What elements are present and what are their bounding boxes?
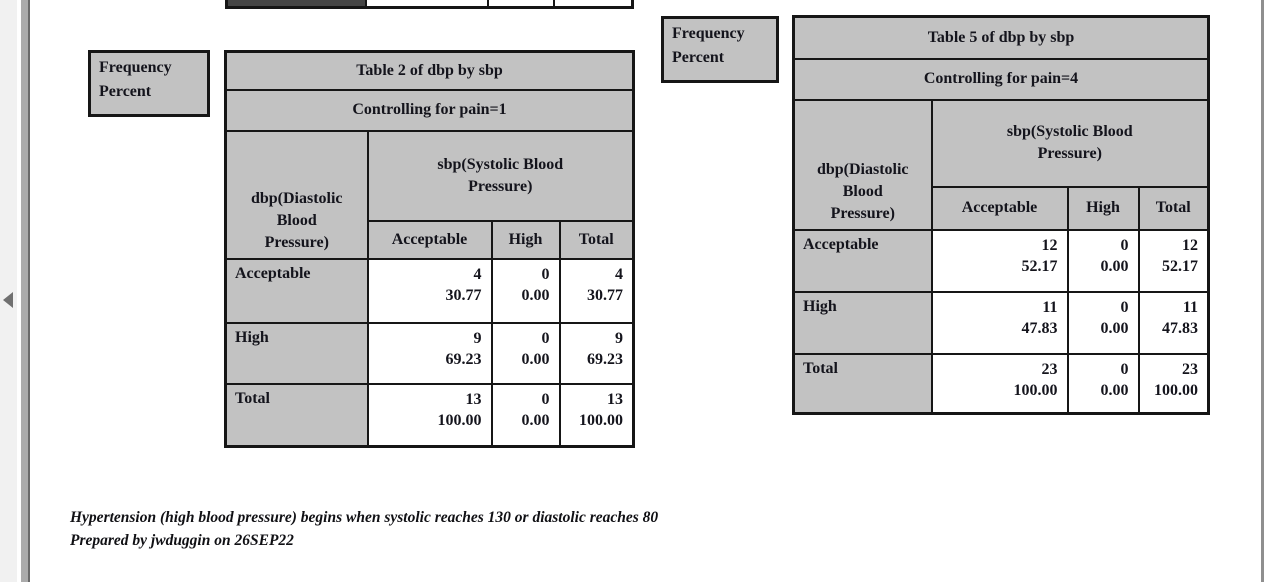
left-scroll-rail[interactable]: [0, 0, 17, 582]
table-row: High 11 47.83 0 0.00 11 47.83: [792, 290, 1210, 355]
scroll-left-icon[interactable]: [3, 292, 13, 308]
freq-percent-cell: 23 100.00: [930, 352, 1069, 415]
freq-percent-cell: 11 47.83: [1137, 290, 1210, 355]
crosstab-table-5: Table 5 of dbp by sbp Controlling for pa…: [792, 15, 1211, 415]
table-row: Acceptable 4 30.77 0 0.00 4 30.77: [224, 257, 635, 324]
table-row: High 9 69.23 0 0.00 9 69.23: [224, 321, 635, 385]
freq-percent-cell: 11 47.83: [930, 290, 1069, 355]
freq-percent-cell: 9 69.23: [558, 321, 635, 385]
column-header: Total: [1137, 185, 1210, 231]
table-title: Table 2 of dbp by sbp: [224, 50, 635, 91]
frequency-percent-legend: Frequency Percent: [661, 16, 779, 83]
table-subtitle: Controlling for pain=1: [224, 88, 635, 132]
table-row: Total 13 100.00 0 0.00 13 100.00: [224, 382, 635, 448]
freq-percent-cell: 4 30.77: [366, 257, 493, 324]
row-header: Total: [792, 352, 933, 415]
column-header: Total: [558, 219, 635, 260]
column-header: Acceptable: [366, 219, 493, 260]
footnote-line: Hypertension (high blood pressure) begin…: [70, 509, 659, 526]
column-header: High: [1066, 185, 1140, 231]
row-header: High: [224, 321, 369, 385]
freq-percent-cell: 9 69.23: [366, 321, 493, 385]
clipped-table-fragment: [225, 0, 634, 9]
clipped-cell: [367, 0, 489, 6]
legend-line: Percent: [672, 49, 725, 66]
freq-percent-cell: 13 100.00: [366, 382, 493, 448]
row-header: Acceptable: [224, 257, 369, 324]
pane-splitter[interactable]: [21, 0, 30, 582]
freq-percent-cell: 0 0.00: [1066, 290, 1140, 355]
span-header: sbp(Systolic Blood Pressure): [366, 129, 635, 222]
table-title: Table 5 of dbp by sbp: [792, 15, 1210, 60]
table-row: Total 23 100.00 0 0.00 23 100.00: [792, 352, 1210, 415]
clipped-cell: [228, 0, 367, 6]
freq-percent-cell: 12 52.17: [1137, 228, 1210, 293]
freq-percent-cell: 13 100.00: [558, 382, 635, 448]
row-header: Acceptable: [792, 228, 933, 293]
table-subtitle: Controlling for pain=4: [792, 57, 1210, 101]
right-window-edge: [1261, 0, 1264, 582]
footnote-line: Prepared by jwduggin on 26SEP22: [70, 532, 294, 549]
table-row: Acceptable 12 52.17 0 0.00 12 52.17: [792, 228, 1210, 293]
column-header: Acceptable: [930, 185, 1069, 231]
legend-line: Frequency: [99, 59, 172, 76]
freq-percent-cell: 0 0.00: [1066, 228, 1140, 293]
legend-line: Percent: [99, 83, 152, 100]
clipped-cell: [489, 0, 555, 6]
span-header: sbp(Systolic Blood Pressure): [930, 98, 1210, 188]
freq-percent-cell: 4 30.77: [558, 257, 635, 324]
row-header: Total: [224, 382, 369, 448]
row-header: High: [792, 290, 933, 355]
freq-percent-cell: 0 0.00: [490, 382, 561, 448]
legend-line: Frequency: [672, 25, 745, 42]
frequency-percent-legend: Frequency Percent: [88, 50, 210, 117]
crosstab-table-2: Table 2 of dbp by sbp Controlling for pa…: [224, 50, 636, 448]
stub-header: dbp(Diastolic Blood Pressure): [792, 98, 933, 231]
freq-percent-cell: 0 0.00: [490, 257, 561, 324]
clipped-cell: [555, 0, 631, 6]
stub-header: dbp(Diastolic Blood Pressure): [224, 129, 369, 260]
footnotes: Hypertension (high blood pressure) begin…: [70, 506, 658, 552]
freq-percent-cell: 23 100.00: [1137, 352, 1210, 415]
freq-percent-cell: 0 0.00: [1066, 352, 1140, 415]
freq-percent-cell: 12 52.17: [930, 228, 1069, 293]
freq-percent-cell: 0 0.00: [490, 321, 561, 385]
column-header: High: [490, 219, 561, 260]
